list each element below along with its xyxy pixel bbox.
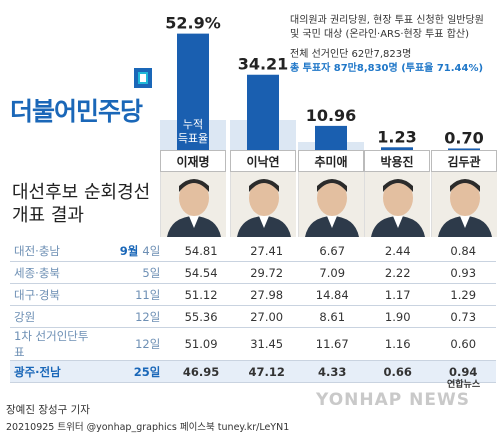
credit-reporters: 장예진 장성구 기자 [6,404,90,416]
row-value-3: 14.84 [299,283,365,306]
row-region: 대구·경북 [10,283,94,306]
row-value-1: 55.36 [168,305,234,328]
row-date: 25일 [93,360,169,383]
row-date: 5일 [93,261,169,284]
candidate-photo-2 [230,172,296,237]
row-value-4: 2.22 [364,261,431,284]
row-value-3: 6.67 [299,240,365,262]
row-value-4: 2.44 [364,240,431,262]
candidate-photo-4 [364,172,430,237]
credit-sources: 20210925 트위터 @yonhap_graphics 페이스북 tuney… [6,422,290,433]
table-row: 1차 선거인단투표 12일 51.09 31.45 11.67 1.16 0.60 [10,327,496,361]
row-value-5: 0.94 [430,360,496,383]
candidate-name-3: 추미애 [298,150,364,172]
agency-logo: 연합뉴스 [447,380,481,390]
info-box: 대의원과 권리당원, 현장 투표 신청한 일반당원 및 국민 대상 (온라인·A… [290,14,495,76]
row-date: 9월 4일 [93,240,169,262]
info-line-1: 대의원과 권리당원, 현장 투표 신청한 일반당원 [290,15,484,26]
party-logo-icon [134,68,152,88]
row-value-3: 8.61 [299,305,365,328]
results-table: 대전·충남 9월 4일 54.81 27.41 6.67 2.44 0.84 세종·충북 5일 5… [10,240,496,383]
row-value-5: 0.84 [430,240,496,262]
row-value-4: 1.90 [364,305,431,328]
row-region: 강원 [10,305,94,328]
info-line-2: 및 국민 대상 (온라인·ARS·현장 투표 합산) [290,29,469,40]
bar-note-label: 누적 [183,118,203,131]
candidate-photo-1 [160,172,226,237]
table-row: 대전·충남 9월 4일 54.81 27.41 6.67 2.44 0.84 [10,240,496,262]
bar-4 [381,147,413,150]
row-value-2: 31.45 [233,327,300,361]
row-region: 1차 선거인단투표 [10,327,94,361]
bar-value-label-4: 1.23 [377,127,416,146]
row-value-1: 51.09 [168,327,234,361]
row-value-2: 47.12 [233,360,300,383]
row-region: 광주·전남 [10,360,94,383]
row-date: 12일 [93,327,169,361]
bar-value-label-5: 0.70 [444,128,483,147]
row-value-4: 1.17 [364,283,431,306]
row-value-1: 46.95 [168,360,234,383]
candidate-photo-5 [431,172,497,237]
row-value-1: 54.81 [168,240,234,262]
candidate-name-1: 이재명 [160,150,226,172]
row-value-2: 29.72 [233,261,300,284]
row-value-3: 4.33 [299,360,365,383]
candidate-name-5: 김두관 [431,150,497,172]
bar-1 [177,33,209,151]
row-value-3: 7.09 [299,261,365,284]
row-value-5: 0.60 [430,327,496,361]
row-value-2: 27.00 [233,305,300,328]
row-value-5: 1.29 [430,283,496,306]
bar-note-label: 득표율 [178,132,208,145]
bar-value-label-2: 34.21 [238,55,289,74]
bar-value-label-1: 52.9% [165,14,221,33]
row-value-2: 27.41 [233,240,300,262]
row-value-4: 1.16 [364,327,431,361]
row-value-4: 0.66 [364,360,431,383]
bar-2 [247,74,279,150]
candidate-name-4: 박용진 [364,150,430,172]
party-logo-text: 더불어민주당 [10,97,143,126]
row-value-2: 27.98 [233,283,300,306]
info-line-3: 전체 선거인단 62만7,823명 [290,49,412,60]
table-row: 강원 12일 55.36 27.00 8.61 1.90 0.73 [10,305,496,328]
row-date: 11일 [93,283,169,306]
bar-5 [448,148,480,150]
subtitle: 대선후보 순회경선 개표 결과 [12,182,151,226]
row-value-1: 54.54 [168,261,234,284]
table-row: 대구·경북 11일 51.12 27.98 14.84 1.17 1.29 [10,283,496,306]
row-value-3: 11.67 [299,327,365,361]
candidate-name-2: 이낙연 [230,150,296,172]
candidate-photo-3 [298,172,364,237]
row-value-5: 0.93 [430,261,496,284]
info-line-4: 총 투표자 87만8,830명 (투표율 71.44%) [290,63,484,74]
row-region: 대전·충남 [10,240,94,262]
watermark: YONHAP NEWS [316,390,470,410]
row-region: 세종·충북 [10,261,94,284]
bar-3 [315,125,347,150]
row-value-1: 51.12 [168,283,234,306]
bar-value-label-3: 10.96 [306,106,357,125]
table-row: 광주·전남 25일 46.95 47.12 4.33 0.66 0.94 [10,360,496,383]
table-row: 세종·충북 5일 54.54 29.72 7.09 2.22 0.93 [10,261,496,284]
row-date: 12일 [93,305,169,328]
row-value-5: 0.73 [430,305,496,328]
